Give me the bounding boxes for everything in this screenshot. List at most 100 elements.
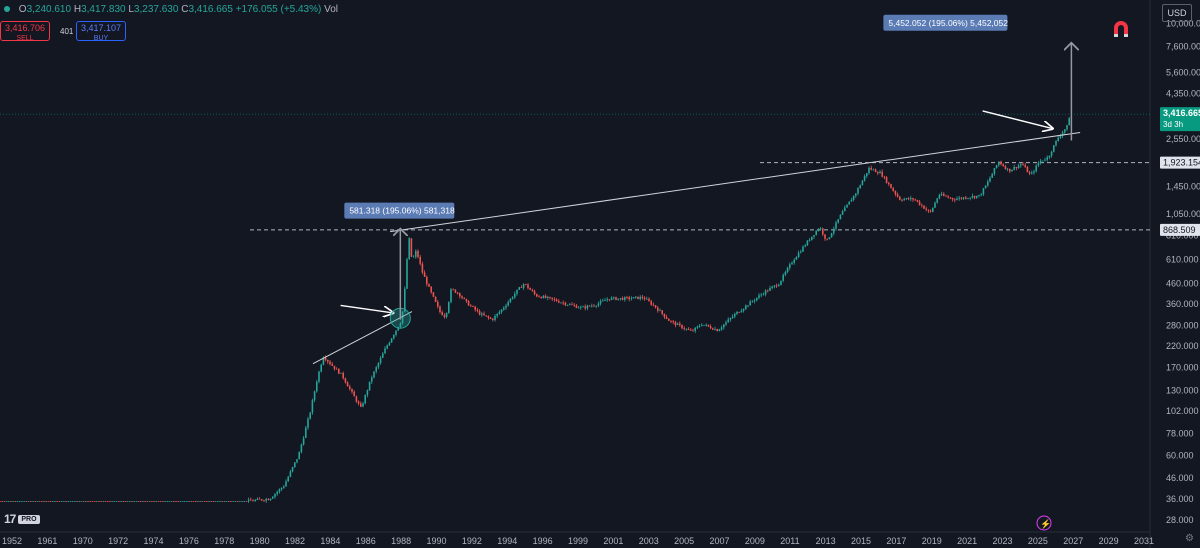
- candle-body: [1002, 164, 1004, 167]
- x-tick-label: 2017: [886, 536, 906, 546]
- candle-body: [971, 195, 974, 198]
- candle-body: [1033, 171, 1035, 173]
- candle-body: [377, 362, 380, 368]
- candle-body: [903, 199, 905, 201]
- candle-body: [947, 196, 949, 198]
- x-tick-label: 1972: [108, 536, 128, 546]
- candle-body: [1050, 151, 1053, 156]
- sell-button[interactable]: 3,416.706 SELL: [0, 21, 50, 42]
- candle-body: [1037, 162, 1040, 166]
- lightning-icon: [1036, 515, 1052, 531]
- candle-body: [522, 284, 525, 288]
- candle-body: [857, 188, 859, 194]
- candle-body: [74, 501, 76, 502]
- candle-body: [606, 299, 608, 301]
- candle-body: [602, 300, 604, 302]
- candle-body: [852, 195, 855, 201]
- candle-body: [219, 501, 221, 502]
- candle-body: [698, 325, 701, 327]
- candle-body: [789, 264, 791, 268]
- x-tick-label: 2019: [922, 536, 942, 546]
- candle-body: [877, 172, 879, 174]
- candle-body: [762, 294, 765, 296]
- candle-body: [78, 501, 80, 502]
- candle-body: [778, 284, 780, 287]
- candle-body: [456, 292, 459, 294]
- candle-body: [663, 313, 666, 318]
- candle-body: [668, 318, 670, 321]
- logo-mark: 17: [4, 512, 16, 526]
- candle-body: [245, 501, 248, 502]
- candle-body: [87, 501, 89, 502]
- candle-body: [243, 501, 245, 502]
- candle-body: [133, 501, 135, 502]
- candle-body: [736, 311, 738, 314]
- candle-body: [747, 305, 749, 307]
- candle-body: [874, 169, 877, 173]
- candle-body: [861, 180, 864, 186]
- x-tick-label: 1996: [533, 536, 553, 546]
- candle-body: [503, 307, 505, 310]
- candle-body: [610, 297, 613, 300]
- candle-body: [430, 286, 432, 293]
- candle-body: [558, 301, 560, 303]
- candle-body: [692, 330, 694, 332]
- candle-body: [529, 288, 531, 290]
- candle-body: [575, 305, 578, 308]
- candle-body: [967, 198, 969, 199]
- candle-body: [976, 195, 978, 198]
- buy-price: 3,417.107: [80, 23, 122, 33]
- candle-body: [573, 304, 575, 306]
- candle-body: [681, 324, 683, 329]
- x-tick-label: 1984: [320, 536, 340, 546]
- candle-body: [91, 501, 94, 502]
- candle-body: [569, 304, 571, 306]
- candle-body: [973, 195, 976, 198]
- candle-body: [802, 246, 804, 252]
- currency-selector[interactable]: USD: [1162, 4, 1192, 22]
- candle-body: [769, 287, 771, 291]
- x-tick-label: 1986: [356, 536, 376, 546]
- settings-gear-icon[interactable]: ⚙: [1185, 533, 1194, 544]
- candle-body: [472, 305, 474, 307]
- candle-body: [624, 297, 626, 300]
- candle-body: [406, 259, 408, 289]
- candle-body: [597, 303, 600, 306]
- candle-body: [643, 297, 646, 300]
- candle-body: [588, 305, 591, 307]
- candle-body: [10, 501, 12, 502]
- candle-body: [676, 323, 679, 326]
- candle-body: [745, 305, 747, 309]
- candle-body: [518, 287, 520, 290]
- candle-body: [25, 501, 28, 502]
- candle-body: [338, 368, 340, 374]
- candle-body: [888, 182, 890, 185]
- candle-body: [1055, 140, 1057, 146]
- buy-button[interactable]: 3,417.107 BUY: [76, 21, 126, 42]
- candle-body: [285, 481, 287, 487]
- candle-body: [461, 296, 463, 298]
- y-tick-label: 130.000: [1166, 385, 1199, 395]
- candle-body: [591, 305, 593, 307]
- candle-body: [164, 501, 166, 502]
- candle-body: [764, 290, 767, 295]
- candle-body: [305, 427, 307, 438]
- tradingview-logo: 17 PRO: [4, 512, 40, 526]
- candle-body: [342, 372, 344, 379]
- candle-body: [173, 501, 175, 502]
- candle-body: [93, 501, 96, 502]
- candle-body: [426, 276, 428, 285]
- candle-body: [760, 294, 762, 296]
- y-tick-label: 460.000: [1166, 279, 1199, 289]
- candle-body: [89, 501, 91, 502]
- candle-body: [540, 296, 542, 299]
- candle-body: [155, 501, 157, 502]
- candle-body: [734, 313, 736, 317]
- candle-body: [982, 188, 985, 195]
- candle-body: [714, 329, 716, 330]
- candle-body: [951, 198, 954, 200]
- candle-body: [239, 501, 241, 503]
- candle-body: [203, 501, 206, 502]
- candle-body: [192, 501, 195, 502]
